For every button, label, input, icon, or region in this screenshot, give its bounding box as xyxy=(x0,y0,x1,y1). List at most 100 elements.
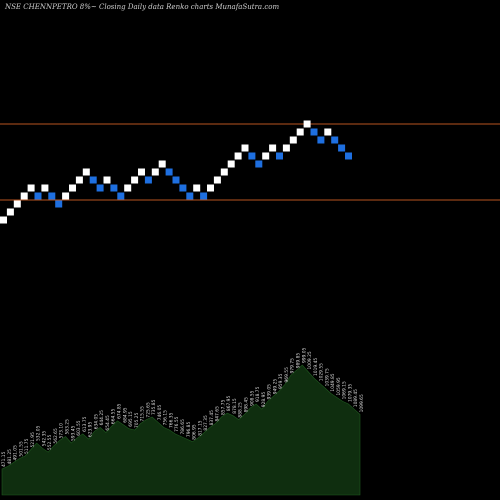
volume-label: 888.25 xyxy=(238,402,244,418)
renko-brick xyxy=(255,160,263,168)
volume-label: 603.55 xyxy=(76,420,82,436)
renko-brick xyxy=(200,192,208,200)
renko-brick xyxy=(324,128,332,136)
renko-brick xyxy=(117,192,125,200)
renko-brick xyxy=(248,152,256,160)
volume-label: 481.25 xyxy=(7,449,13,465)
volume-label: 1039.75 xyxy=(324,368,330,386)
volume-label: 847.65 xyxy=(215,406,221,422)
reference-lines xyxy=(0,123,500,201)
renko-brick xyxy=(303,120,311,128)
volume-label: 705.25 xyxy=(134,412,140,428)
volume-label: 806.95 xyxy=(192,424,198,440)
renko-brick xyxy=(317,136,325,144)
renko-brick xyxy=(20,192,28,200)
volume-label: 735.85 xyxy=(151,399,157,415)
renko-brick xyxy=(338,144,346,152)
volume-label: 695.15 xyxy=(128,411,134,427)
renko-brick xyxy=(269,144,277,152)
renko-brick xyxy=(227,160,235,168)
volume-label: 908.55 xyxy=(249,390,255,406)
renko-brick xyxy=(6,208,14,216)
volume-label: 674.85 xyxy=(117,403,123,419)
volume-label: 918.75 xyxy=(255,386,261,402)
renko-brick xyxy=(310,128,318,136)
volume-label: 796.85 xyxy=(186,422,192,438)
volume-label: 623.95 xyxy=(88,422,94,438)
volume-label: 776.55 xyxy=(174,416,180,432)
volume-label: 1059.95 xyxy=(336,377,342,395)
volume-area-shape xyxy=(1,364,361,496)
volume-label: 715.55 xyxy=(140,406,146,422)
volume-label: 532.05 xyxy=(36,425,42,441)
renko-brick xyxy=(13,200,21,208)
volume-label: 684.95 xyxy=(122,407,128,423)
volume-label: 583.25 xyxy=(65,419,71,435)
volume-label: 979.75 xyxy=(290,358,296,374)
volume-label: 521.95 xyxy=(30,432,36,448)
volume-label: 491.05 xyxy=(13,445,19,461)
renko-brick xyxy=(55,200,63,208)
renko-brick xyxy=(110,184,118,192)
volume-label: 1099.65 xyxy=(359,394,365,412)
renko-brick xyxy=(103,176,111,184)
renko-brick xyxy=(282,144,290,152)
renko-brick xyxy=(69,184,76,192)
renko-brick xyxy=(144,176,152,184)
volume-label: 999.05 xyxy=(301,347,307,363)
renko-brick xyxy=(82,168,90,176)
volume-label: 573.10 xyxy=(59,423,65,439)
volume-label: 471.15 xyxy=(1,451,7,467)
volume-label: 1049.85 xyxy=(330,373,336,391)
renko-brick xyxy=(34,192,42,200)
volume-area xyxy=(1,364,361,496)
volume-label: 817.15 xyxy=(197,420,203,436)
renko-brick xyxy=(276,152,283,160)
volume-label: 898.45 xyxy=(244,397,250,413)
volume-label: 867.95 xyxy=(226,396,232,412)
renko-brick xyxy=(165,168,173,176)
renko-brick xyxy=(179,184,187,192)
renko-brick xyxy=(48,192,56,200)
volume-label: 613.75 xyxy=(82,416,88,432)
renko-brick xyxy=(75,176,83,184)
renko-brick xyxy=(27,184,35,192)
renko-brick xyxy=(96,184,104,192)
volume-label: 664.55 xyxy=(111,409,117,425)
volume-label: 1089.45 xyxy=(353,389,359,407)
volume-label: 1009.25 xyxy=(307,351,313,369)
renko-brick xyxy=(172,176,180,184)
renko-brick xyxy=(345,152,352,160)
volume-label: 552.55 xyxy=(47,435,53,451)
volume-label: 1079.35 xyxy=(348,384,354,402)
volume-label: 654.45 xyxy=(105,415,111,431)
volume-label: 725.65 xyxy=(145,402,151,418)
renko-brick xyxy=(241,144,249,152)
volume-label: 562.65 xyxy=(53,428,59,444)
volume-label: 857.75 xyxy=(220,399,226,415)
volume-label: 989.85 xyxy=(296,353,302,369)
renko-brick xyxy=(193,184,201,192)
volume-label: 949.25 xyxy=(272,379,278,395)
volume-label: 969.55 xyxy=(284,367,290,383)
volume-label: 786.65 xyxy=(180,419,186,435)
chart-title: NSE CHENNPETRO 8%~ Closing Daily data Re… xyxy=(4,3,279,11)
volume-label: 837.45 xyxy=(209,410,215,426)
renko-brick xyxy=(0,216,7,224)
renko-brick xyxy=(331,136,339,144)
volume-label: 644.25 xyxy=(99,410,105,426)
volume-label: 928.95 xyxy=(261,392,267,408)
renko-brick xyxy=(62,192,70,200)
renko-brick xyxy=(234,152,242,160)
volume-label: 746.05 xyxy=(157,405,163,421)
volume-label: 542.35 xyxy=(41,431,47,447)
volume-label: 1029.55 xyxy=(319,363,325,381)
renko-brick xyxy=(138,168,145,176)
renko-brick xyxy=(124,184,132,192)
volume-label: 939.05 xyxy=(267,384,273,400)
volume-label: 1019.45 xyxy=(313,358,319,376)
volume-label: 634.05 xyxy=(93,414,99,430)
volume-label: 959.35 xyxy=(278,373,284,389)
renko-brick xyxy=(289,136,297,144)
